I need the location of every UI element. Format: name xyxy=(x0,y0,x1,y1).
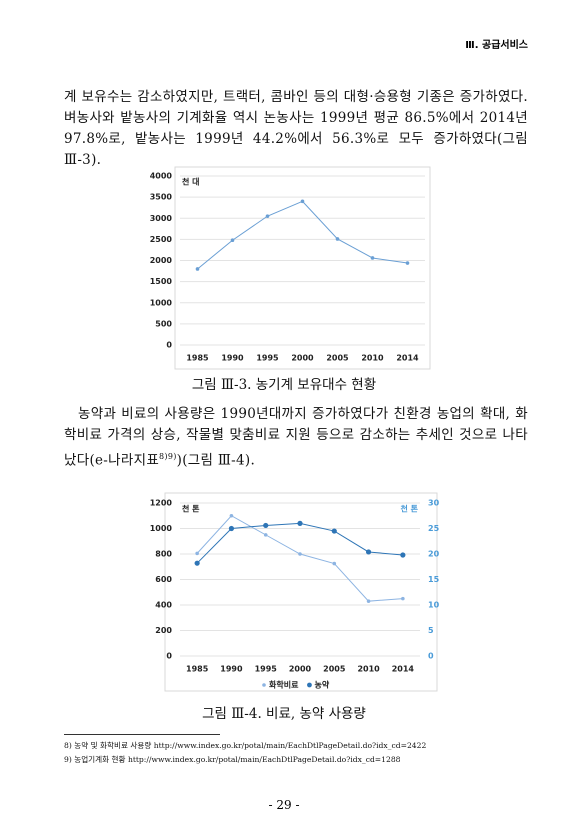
data-point xyxy=(263,533,268,537)
y2-unit: 천 톤 xyxy=(400,504,418,514)
x-tick-label: 2014 xyxy=(396,354,419,363)
x-tick-label: 2005 xyxy=(326,354,349,363)
y-tick-label: 2500 xyxy=(150,235,173,244)
footnote: 8) 농약 및 화학비료 사용량 http://www.index.go.kr/… xyxy=(64,741,427,750)
data-point xyxy=(195,267,200,271)
x-tick-label: 1990 xyxy=(220,665,243,674)
y-tick-label: 1000 xyxy=(150,298,173,307)
data-point xyxy=(400,552,406,558)
superscript: 8)9) xyxy=(159,452,177,461)
x-tick-label: 1990 xyxy=(221,354,244,363)
x-tick-label: 1995 xyxy=(255,665,278,674)
legend-marker xyxy=(307,682,312,688)
chart-frame xyxy=(174,166,431,370)
y-tick-label: 400 xyxy=(155,601,172,610)
y-tick-label: 600 xyxy=(155,575,172,584)
x-tick-label: 1985 xyxy=(186,665,209,674)
figure-caption: 그림 Ⅲ-4. 비료, 농약 사용량 xyxy=(202,706,366,722)
paragraph-text: )(그림 Ⅲ-4). xyxy=(176,452,256,469)
data-point xyxy=(335,237,340,241)
series-line xyxy=(196,522,403,564)
header: Ⅲ. 공급서비스 xyxy=(465,40,528,51)
legend-marker xyxy=(262,683,266,687)
y2-tick-label: 20 xyxy=(428,550,440,559)
data-point xyxy=(230,238,235,243)
y-tick-label: 800 xyxy=(155,550,172,559)
y2-tick-label: 10 xyxy=(428,601,440,610)
y2-tick-label: 5 xyxy=(428,626,434,635)
data-point xyxy=(265,214,270,218)
paragraph: 농약과 비료의 사용량은 1990년대까지 증가하였다가 친환경 농업의 확대,… xyxy=(64,404,528,472)
data-point xyxy=(331,528,337,534)
x-tick-label: 2005 xyxy=(323,665,346,674)
legend-label: 농약 xyxy=(314,680,329,690)
y-unit: 천 톤 xyxy=(182,504,200,514)
data-point xyxy=(194,560,200,566)
data-point xyxy=(405,261,410,265)
legend-label: 화학비료 xyxy=(269,680,299,690)
x-tick-label: 2000 xyxy=(289,665,312,674)
data-point xyxy=(298,552,302,556)
data-point xyxy=(297,520,303,527)
data-point xyxy=(370,256,375,260)
data-point xyxy=(228,525,235,532)
y2-tick-label: 15 xyxy=(428,575,440,584)
paragraph-text: 농약과 비료의 사용량은 1990년대까지 증가하였다가 친환경 농업의 확대,… xyxy=(64,406,528,469)
x-tick-label: 2014 xyxy=(392,665,415,674)
data-point xyxy=(332,561,337,566)
figure-caption: 그림 Ⅲ-3. 농기계 보유대수 현황 xyxy=(191,377,377,393)
paragraph: 계 보유수는 감소하였지만, 트랙터, 콤바인 등의 대형·승용형 기종은 증가… xyxy=(64,89,528,168)
y-tick-label: 2000 xyxy=(150,256,173,265)
y-tick-label: 500 xyxy=(155,319,172,328)
x-tick-label: 1985 xyxy=(186,354,209,363)
series-line xyxy=(197,200,408,270)
y-tick-label: 200 xyxy=(155,626,172,635)
y-unit: 천 대 xyxy=(182,177,200,187)
y-tick-label: 3000 xyxy=(150,214,173,223)
x-tick-label: 2010 xyxy=(357,665,380,674)
y-tick-label: 1200 xyxy=(150,499,173,508)
data-point xyxy=(263,522,269,529)
data-point xyxy=(195,551,199,556)
y-tick-label: 3500 xyxy=(150,193,173,202)
data-point xyxy=(229,513,234,518)
page-number: - 29 - xyxy=(268,798,300,812)
chart-frame xyxy=(164,492,438,692)
y-tick-label: 0 xyxy=(166,652,172,661)
data-point xyxy=(401,596,405,601)
y2-tick-label: 0 xyxy=(428,652,434,661)
footnote-rule xyxy=(64,734,220,735)
footnote: 9) 농업기계화 현황 http://www.index.go.kr/potal… xyxy=(64,755,401,764)
data-point xyxy=(366,599,371,603)
y2-tick-label: 30 xyxy=(428,499,440,508)
y-tick-label: 1500 xyxy=(150,277,173,286)
y-tick-label: 0 xyxy=(166,341,172,350)
y-tick-label: 4000 xyxy=(150,172,173,181)
y-tick-label: 1000 xyxy=(150,524,173,533)
x-tick-label: 2010 xyxy=(361,354,384,363)
x-tick-label: 1995 xyxy=(256,354,279,363)
data-point xyxy=(365,549,372,555)
data-point xyxy=(300,199,305,204)
y2-tick-label: 25 xyxy=(428,524,440,533)
x-tick-label: 2000 xyxy=(291,354,314,363)
